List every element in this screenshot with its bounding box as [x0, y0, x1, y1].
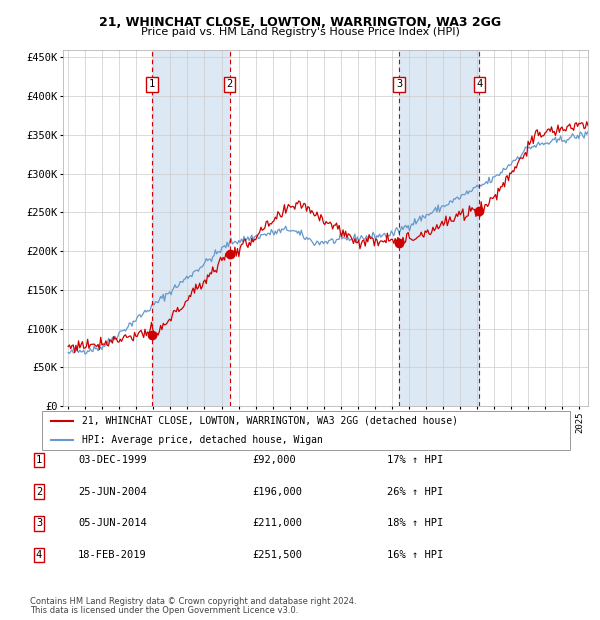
Text: 26% ↑ HPI: 26% ↑ HPI	[387, 487, 443, 497]
Text: 2: 2	[227, 79, 233, 89]
Text: £211,000: £211,000	[252, 518, 302, 528]
Text: 3: 3	[396, 79, 402, 89]
Text: 03-DEC-1999: 03-DEC-1999	[78, 455, 147, 465]
Text: £251,500: £251,500	[252, 550, 302, 560]
Text: 25-JUN-2004: 25-JUN-2004	[78, 487, 147, 497]
Text: 18% ↑ HPI: 18% ↑ HPI	[387, 518, 443, 528]
Text: 3: 3	[36, 518, 42, 528]
Text: 16% ↑ HPI: 16% ↑ HPI	[387, 550, 443, 560]
Text: HPI: Average price, detached house, Wigan: HPI: Average price, detached house, Wiga…	[82, 435, 322, 445]
Text: 1: 1	[36, 455, 42, 465]
Text: £92,000: £92,000	[252, 455, 296, 465]
Text: 05-JUN-2014: 05-JUN-2014	[78, 518, 147, 528]
Text: £196,000: £196,000	[252, 487, 302, 497]
Bar	[152, 50, 230, 406]
Text: 18-FEB-2019: 18-FEB-2019	[78, 550, 147, 560]
Text: 21, WHINCHAT CLOSE, LOWTON, WARRINGTON, WA3 2GG: 21, WHINCHAT CLOSE, LOWTON, WARRINGTON, …	[99, 16, 501, 29]
Text: Price paid vs. HM Land Registry's House Price Index (HPI): Price paid vs. HM Land Registry's House …	[140, 27, 460, 37]
Text: 1: 1	[149, 79, 155, 89]
FancyBboxPatch shape	[42, 411, 570, 449]
Bar	[399, 50, 479, 406]
Text: 4: 4	[476, 79, 482, 89]
Text: 17% ↑ HPI: 17% ↑ HPI	[387, 455, 443, 465]
Text: 4: 4	[36, 550, 42, 560]
Text: This data is licensed under the Open Government Licence v3.0.: This data is licensed under the Open Gov…	[30, 606, 298, 615]
Text: 21, WHINCHAT CLOSE, LOWTON, WARRINGTON, WA3 2GG (detached house): 21, WHINCHAT CLOSE, LOWTON, WARRINGTON, …	[82, 415, 458, 426]
Text: 2: 2	[36, 487, 42, 497]
Text: Contains HM Land Registry data © Crown copyright and database right 2024.: Contains HM Land Registry data © Crown c…	[30, 597, 356, 606]
